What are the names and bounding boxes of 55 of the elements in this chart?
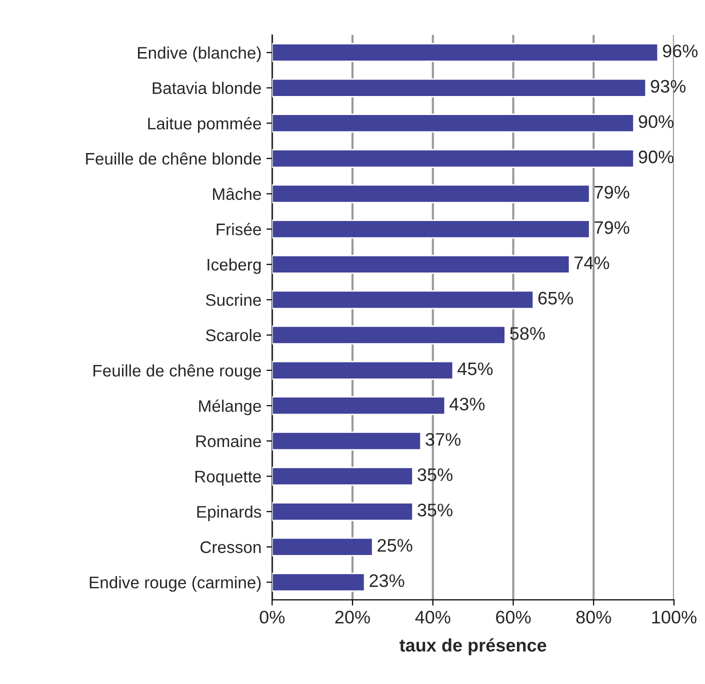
data-label: 58% [510,327,545,340]
x-tick-label: 80% [576,610,612,624]
data-label: 35% [418,504,452,516]
data-label: 43% [450,398,485,410]
bar [272,326,506,345]
y-tick-label: Iceberg [208,258,261,274]
x-tick-label: 60% [496,610,531,624]
x-tick-label: 0% [260,610,285,624]
y-tick-label: Frisée [216,222,261,236]
y-tick-label: Feuille de chêne rouge [94,364,261,380]
y-tick-label: Roquette [195,470,261,486]
x-tick-label: 100% [652,610,696,624]
bar [272,502,414,522]
x-tick-label: 40% [415,610,450,624]
bar [272,220,590,239]
data-label: 45% [458,362,493,376]
y-tick-label: Endive rouge (carmine) [90,576,261,592]
bar [272,184,590,204]
y-tick-label: Batavia blonde [152,82,261,94]
bar [272,396,446,416]
bar [272,360,454,380]
y-tick-label: Mâche [213,188,261,200]
data-label: 65% [538,292,573,305]
bar [272,537,374,556]
data-label: 93% [650,80,686,93]
y-tick-label: Cresson [200,541,261,554]
y-tick-label: Scarole [206,328,261,342]
data-label: 74% [574,256,610,270]
bar [272,148,634,168]
data-label: 79% [594,186,630,199]
data-label: 90% [638,115,674,128]
bar [272,254,570,274]
y-tick-label: Mélange [199,400,261,416]
bar [272,290,534,310]
y-tick-label: Endive (blanche) [138,46,261,62]
data-label: 79% [594,221,630,234]
bar [272,466,414,486]
data-label: 96% [662,44,698,58]
data-label: 23% [370,574,404,588]
data-label: 90% [638,150,674,164]
y-tick-label: Romaine [196,434,261,448]
bar [272,572,366,592]
y-tick-label: Feuille de chêne blonde [86,152,261,165]
bar [272,78,647,98]
bar [272,431,422,450]
x-tick-label: 20% [335,610,370,624]
data-label: 35% [418,468,452,482]
data-label: 37% [426,433,460,446]
data-label: 25% [378,538,412,552]
bar [272,114,634,133]
y-tick-label: Laitue pommée [148,117,261,133]
y-tick-label: Sucrine [206,294,261,306]
y-tick-label: Epinards [197,506,262,522]
bar [272,43,659,62]
x-axis-title: taux de présence [400,638,546,656]
